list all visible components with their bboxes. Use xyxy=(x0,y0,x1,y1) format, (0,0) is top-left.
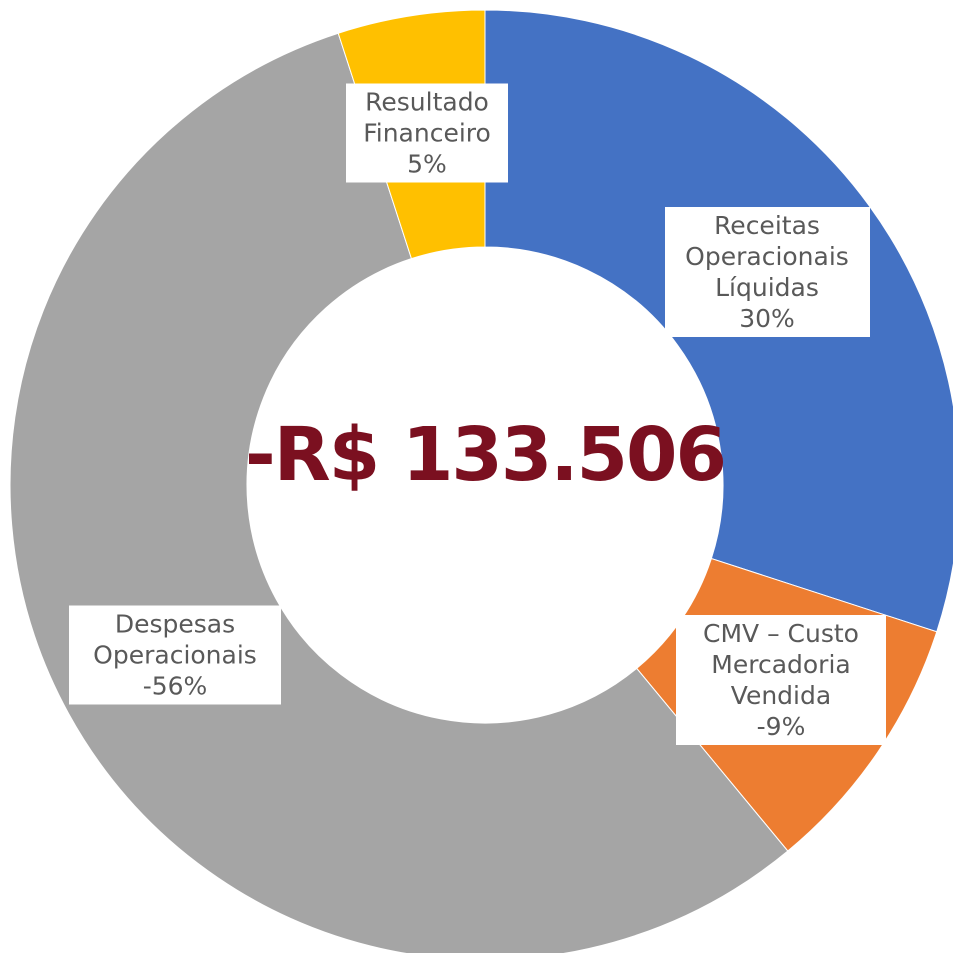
value-label: 5% xyxy=(407,149,447,179)
category-label: Resultado Financeiro xyxy=(363,87,491,148)
value-label: -56% xyxy=(142,671,208,701)
data-label: Receitas Operacionais Líquidas 30% xyxy=(664,207,870,337)
category-label: Despesas Operacionais xyxy=(93,609,257,670)
value-label: 30% xyxy=(739,304,795,333)
donut-slice xyxy=(9,32,789,953)
data-label: Despesas Operacionais -56% xyxy=(69,605,281,705)
data-label: CMV – Custo Mercadoria Vendida -9% xyxy=(676,615,886,745)
value-label: -9% xyxy=(756,712,806,741)
data-label: Resultado Financeiro 5% xyxy=(346,83,508,183)
category-label: CMV – Custo Mercadoria Vendida xyxy=(703,619,859,710)
category-label: Receitas Operacionais Líquidas xyxy=(685,211,849,302)
center-label: -R$ 133.506 xyxy=(245,412,727,498)
